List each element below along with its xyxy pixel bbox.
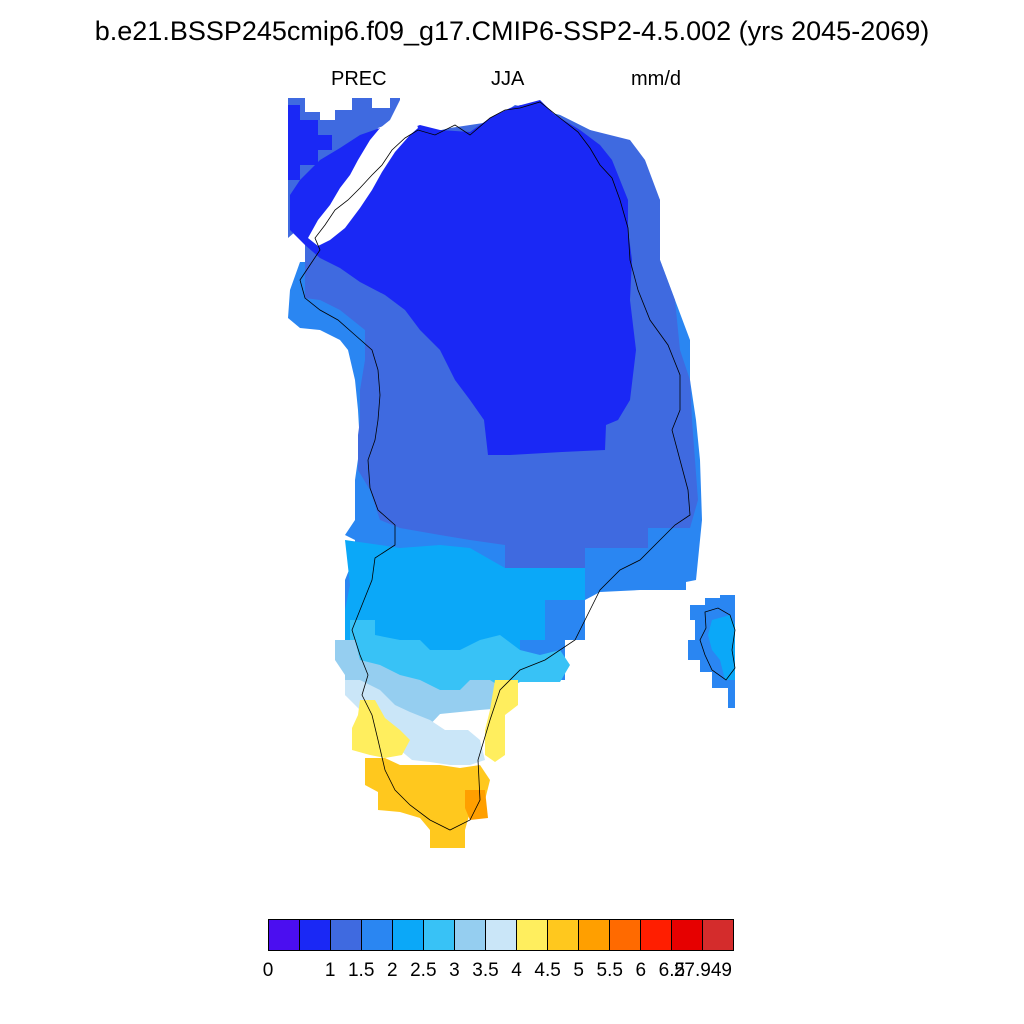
precip-fill-layer	[288, 98, 735, 848]
colorbar-swatch	[703, 920, 733, 950]
colorbar-tick-label: 3	[449, 960, 460, 981]
colorbar-labels: 0 1 1.5 2 2.5 3 3.5 4 4.5 5 5.5 6 6.5 27.949	[0, 960, 1024, 986]
precip-region-band-4.5to5-east	[485, 680, 518, 762]
colorbar-tick-label: 3.5	[472, 960, 499, 981]
colorbar-swatch	[486, 920, 517, 950]
precip-region-band-4.5to5	[352, 700, 410, 758]
colorbar-tick-label: 4.5	[534, 960, 561, 981]
colorbar-swatch	[579, 920, 610, 950]
colorbar-tick-label: 1.5	[347, 960, 375, 981]
precip-region-band-5.5to6	[465, 790, 488, 820]
colorbar-tick-label: 2.5	[410, 960, 437, 981]
colorbar-swatch	[362, 920, 393, 950]
colorbar-swatch	[641, 920, 672, 950]
units-label: mm/d	[631, 68, 681, 90]
colorbar-swatch	[424, 920, 455, 950]
precip-region-east-island-core	[708, 615, 735, 680]
colorbar-swatch	[455, 920, 486, 950]
coastline-layer	[299, 101, 736, 831]
colorbar-tick-label: 5.5	[596, 960, 623, 981]
colorbar	[268, 919, 734, 951]
colorbar-swatch	[548, 920, 579, 950]
colorbar-swatch	[672, 920, 703, 950]
precip-region-band-1to1.5	[290, 100, 636, 455]
precip-region-nw-corner	[288, 105, 332, 180]
colorbar-tick-label: 5	[573, 960, 584, 981]
precip-region-band-4to4.5	[345, 680, 485, 765]
variable-label: PREC	[331, 68, 387, 90]
colorbar-tick-label: 0	[262, 960, 274, 981]
greenland-coastline	[299, 101, 691, 831]
colorbar-swatch	[393, 920, 424, 950]
colorbar-swatch	[331, 920, 362, 950]
colorbar-tick-label: 6	[635, 960, 647, 981]
colorbar-tick-label: 1	[324, 960, 336, 981]
colorbar-swatch	[300, 920, 331, 950]
colorbar-swatch	[610, 920, 641, 950]
east-island-coastline	[699, 607, 736, 681]
colorbar-tick-label: 27.949	[673, 960, 732, 981]
colorbar-tick-label: 2	[386, 960, 398, 981]
colorbar-swatch	[517, 920, 548, 950]
colorbar-swatch	[269, 920, 300, 950]
colorbar-tick-label: 4	[511, 960, 522, 981]
season-label: JJA	[491, 68, 525, 90]
colorbar-tick-label: 6.5	[658, 960, 686, 981]
plot-title: b.e21.BSSP245cmip6.f09_g17.CMIP6-SSP2-4.…	[94, 16, 930, 46]
